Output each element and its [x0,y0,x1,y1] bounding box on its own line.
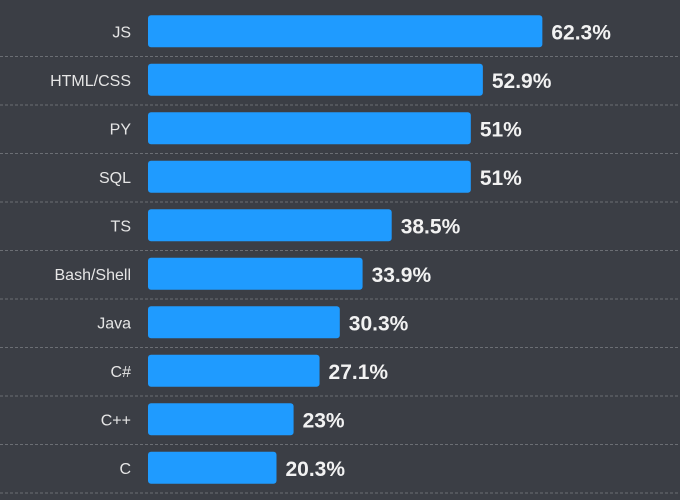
bar [148,15,543,48]
category-label: HTML/CSS [50,73,131,90]
value-label: 51% [480,167,522,190]
category-label: C# [111,364,132,381]
bar [148,354,320,387]
category-label: TS [111,218,131,235]
value-label: 62.3% [551,21,611,44]
value-label: 33.9% [372,264,432,287]
value-label: 38.5% [401,215,461,238]
bar [148,306,340,339]
bar [148,209,392,242]
bar [148,403,294,436]
bar [148,160,471,193]
bar [148,112,471,145]
value-label: 30.3% [349,312,409,335]
category-label: JS [112,24,131,41]
value-label: 20.3% [285,458,345,481]
value-label: 51% [480,118,522,141]
category-label: C [119,461,131,478]
value-label: 27.1% [329,361,389,384]
value-label: 52.9% [492,70,552,93]
bar [148,63,483,96]
bar [148,257,363,290]
category-label: Java [97,315,131,332]
value-label: 23% [303,409,345,432]
category-label: C++ [101,412,131,429]
category-label: Bash/Shell [55,267,132,284]
category-label: PY [110,121,132,138]
category-label: SQL [99,170,131,187]
bar [148,451,277,484]
